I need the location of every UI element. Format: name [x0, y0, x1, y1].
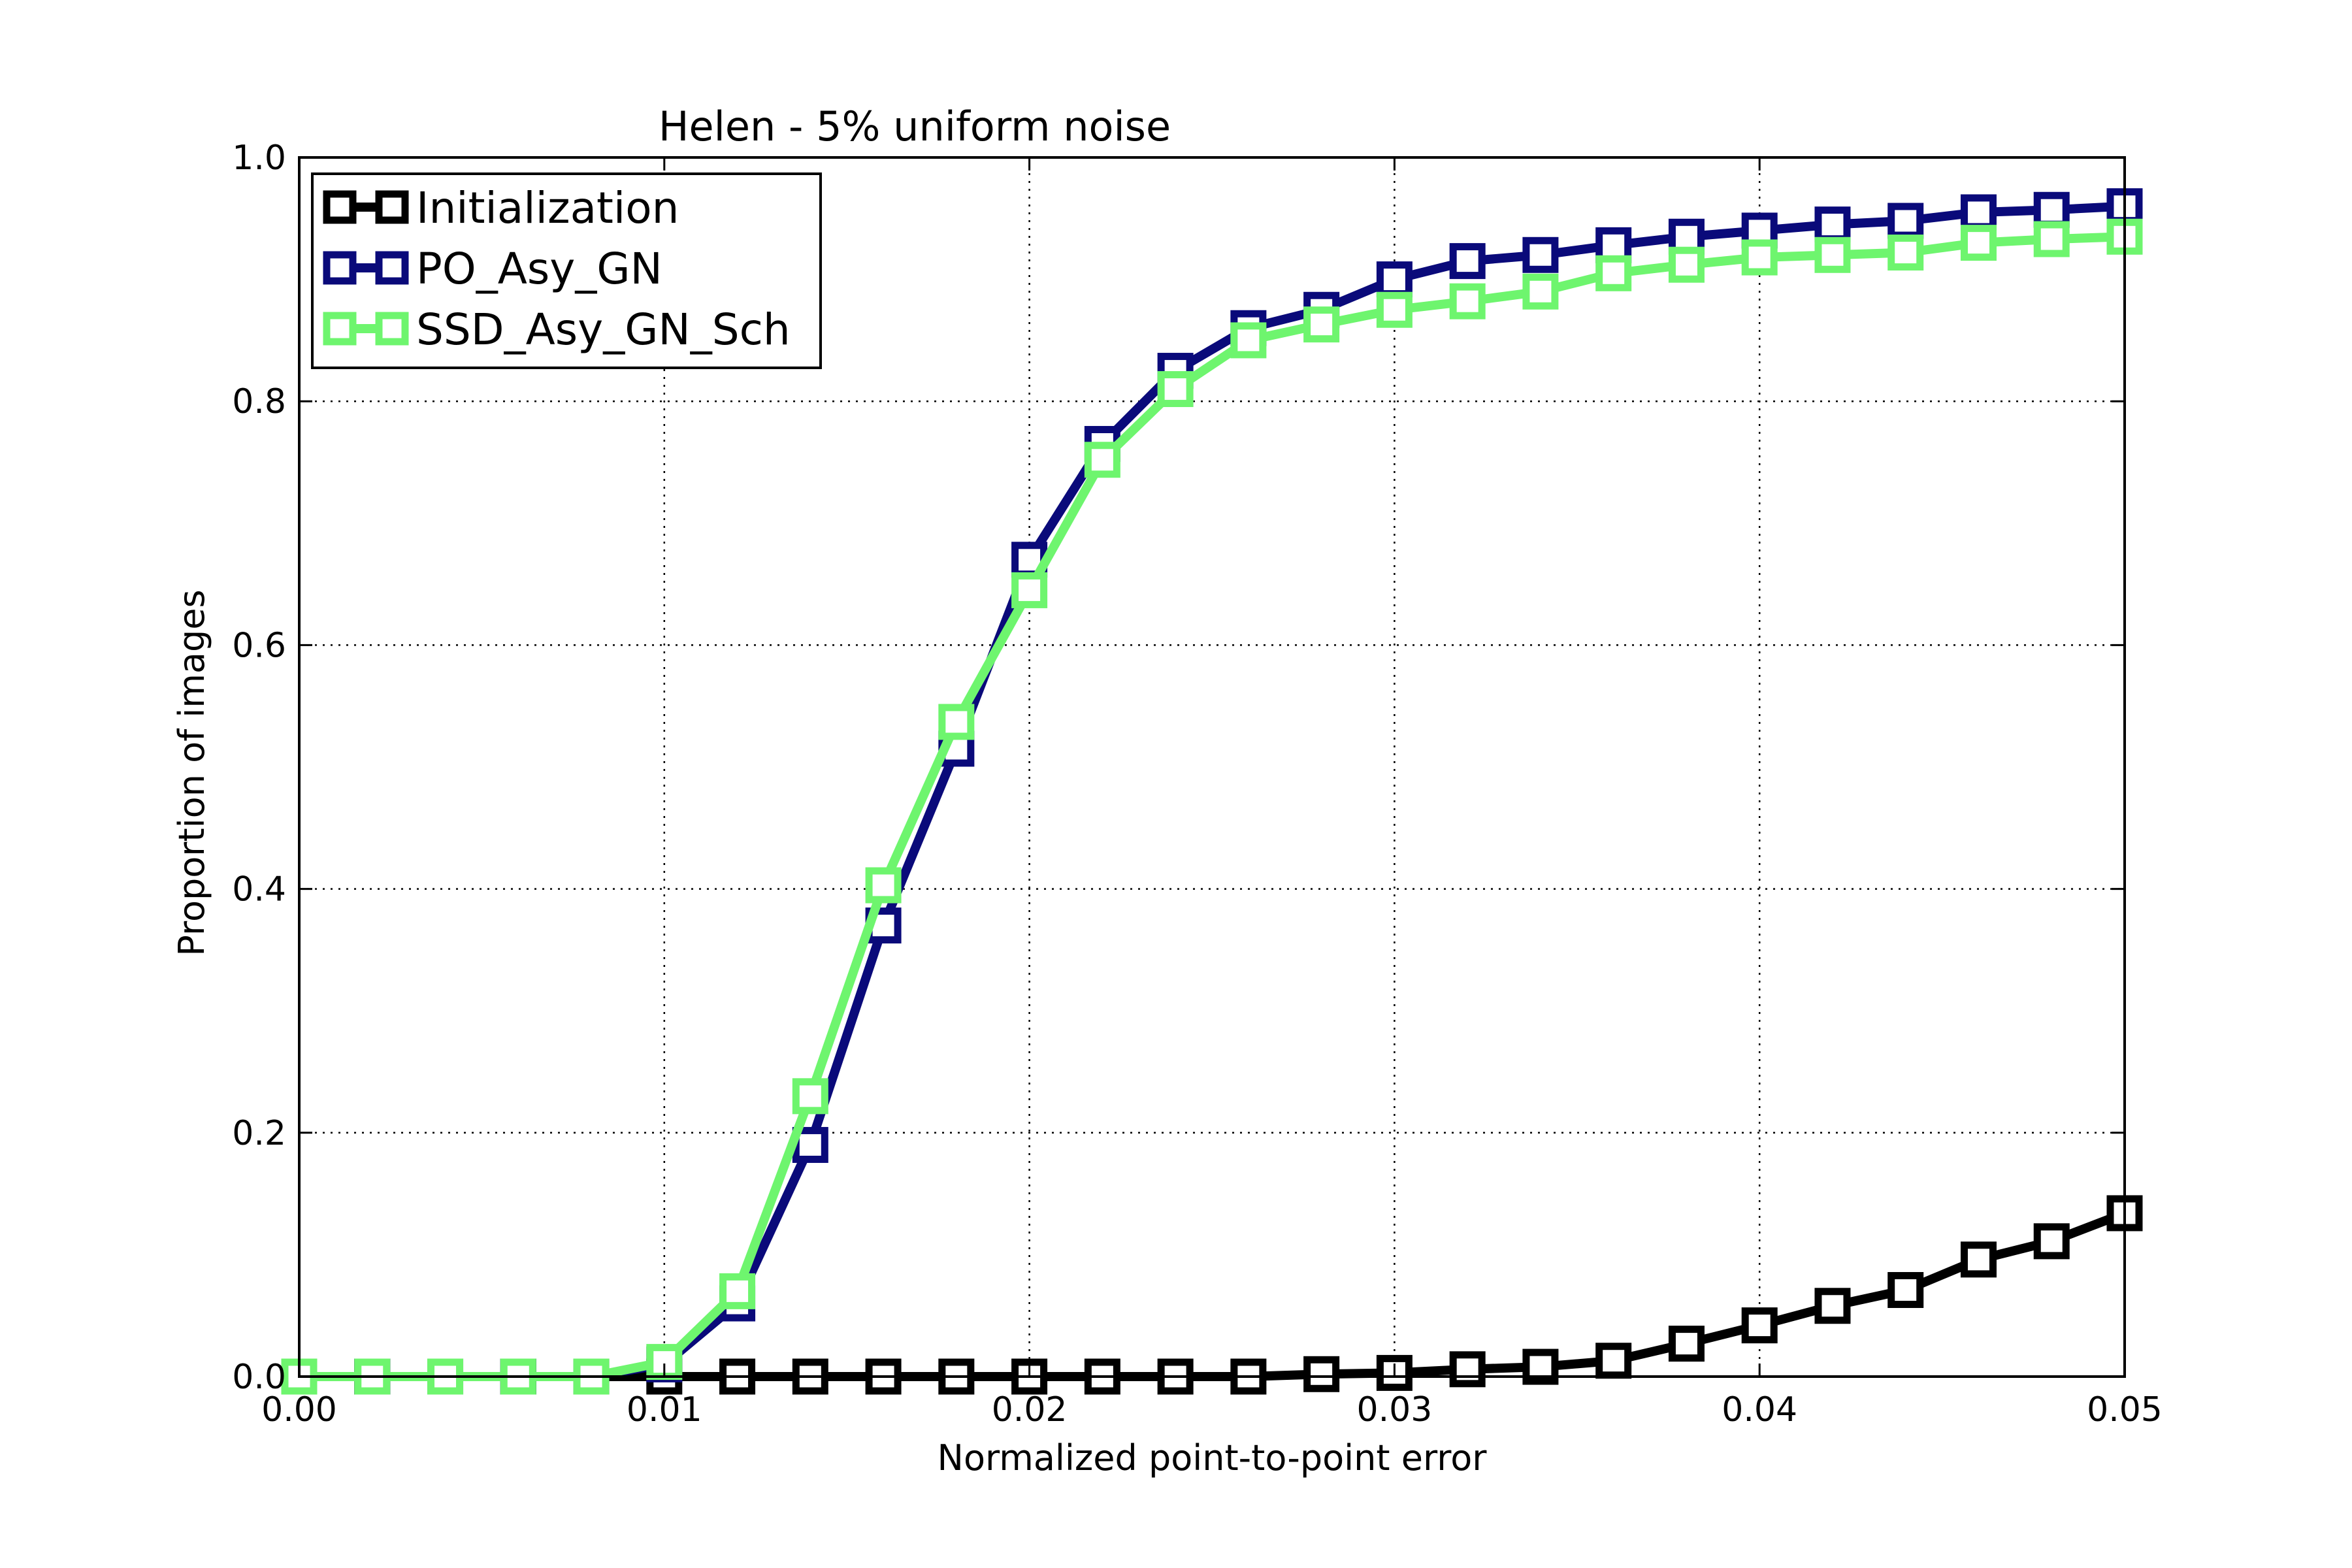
data-point [719, 1273, 756, 1309]
data-point [1814, 1288, 1851, 1324]
data-point [1449, 1351, 1486, 1388]
data-point [1157, 371, 1194, 408]
data-point [1887, 203, 1924, 239]
data-point [2033, 191, 2070, 228]
data-point [1449, 243, 1486, 280]
data-point [1887, 235, 1924, 271]
data-point [1814, 237, 1851, 273]
series-line [299, 201, 2125, 1381]
legend-marker [375, 251, 409, 285]
y-tick-label: 1.0 [232, 139, 286, 178]
data-point [1011, 572, 1048, 608]
legend-label: PO_Asy_GN [416, 244, 662, 294]
legend-marker [323, 190, 357, 224]
grid [299, 157, 2125, 1377]
data-point [1960, 1241, 1997, 1278]
y-tick-label: 0.8 [232, 382, 286, 421]
x-tick-label: 0.00 [261, 1390, 337, 1429]
y-tick-label: 0.4 [232, 870, 286, 909]
data-point [1303, 306, 1340, 343]
x-axis-label: Normalized point-to-point error [938, 1437, 1488, 1478]
data-point [1668, 1326, 1705, 1362]
series-PO_Asy_GN [281, 188, 2143, 1395]
data-point [1668, 246, 1705, 283]
data-point [865, 867, 902, 904]
data-point [1376, 291, 1413, 328]
series-Initialization [281, 1195, 2143, 1395]
y-tick-label: 0.6 [232, 626, 286, 665]
series-line [299, 232, 2125, 1381]
x-tick-label: 0.04 [1722, 1390, 1797, 1429]
series-group [281, 188, 2143, 1395]
data-point [1960, 194, 1997, 231]
chart-title: Helen - 5% uniform noise [659, 103, 1171, 150]
data-point [1595, 227, 1632, 263]
data-point [792, 1078, 828, 1115]
series-line [299, 1209, 2127, 1381]
data-point [1595, 255, 1632, 291]
data-point [1887, 1272, 1924, 1309]
y-axis-label: Proportion of images [171, 589, 212, 956]
legend: Initialization PO_Asy_GN SSD_Asy_GN_Sch [311, 172, 822, 369]
legend-marker [375, 312, 409, 346]
data-point [1741, 239, 1778, 276]
data-point [2033, 221, 2070, 257]
data-point [1522, 273, 1559, 310]
data-point [1814, 206, 1851, 243]
legend-item: SSD_Asy_GN_Sch [323, 304, 791, 355]
x-tick-label: 0.02 [992, 1390, 1068, 1429]
series-SSD_Asy_GN_Sch [281, 218, 2143, 1395]
legend-marker [323, 251, 357, 285]
y-tick-label: 0.0 [232, 1358, 286, 1397]
y-tick-label: 0.2 [232, 1114, 286, 1153]
legend-label: SSD_Asy_GN_Sch [416, 304, 791, 355]
data-point [938, 704, 975, 740]
data-point [1084, 442, 1120, 478]
data-point [1668, 218, 1705, 255]
x-tick-label: 0.03 [1357, 1390, 1433, 1429]
x-tick-label: 0.05 [2087, 1390, 2163, 1429]
legend-marker [375, 190, 409, 224]
axis-ticks: 0.00 0.01 0.02 0.03 0.04 0.05 0.0 0.2 0.4 0.6 0.8 1… [232, 139, 2163, 1429]
data-point [1449, 283, 1486, 319]
data-point [1303, 1356, 1340, 1392]
data-point [2033, 1223, 2070, 1260]
data-point [1741, 1307, 1778, 1344]
legend-item: PO_Asy_GN [323, 244, 662, 294]
legend-marker [323, 312, 357, 346]
data-point [1230, 322, 1267, 359]
data-point [1522, 237, 1559, 273]
plot-frame [298, 156, 2126, 1378]
data-point [1376, 261, 1413, 298]
legend-label: Initialization [416, 183, 679, 233]
data-point [1960, 225, 1997, 261]
legend-item: Initialization [323, 183, 679, 233]
data-point [1595, 1343, 1632, 1379]
x-tick-label: 0.01 [627, 1390, 702, 1429]
